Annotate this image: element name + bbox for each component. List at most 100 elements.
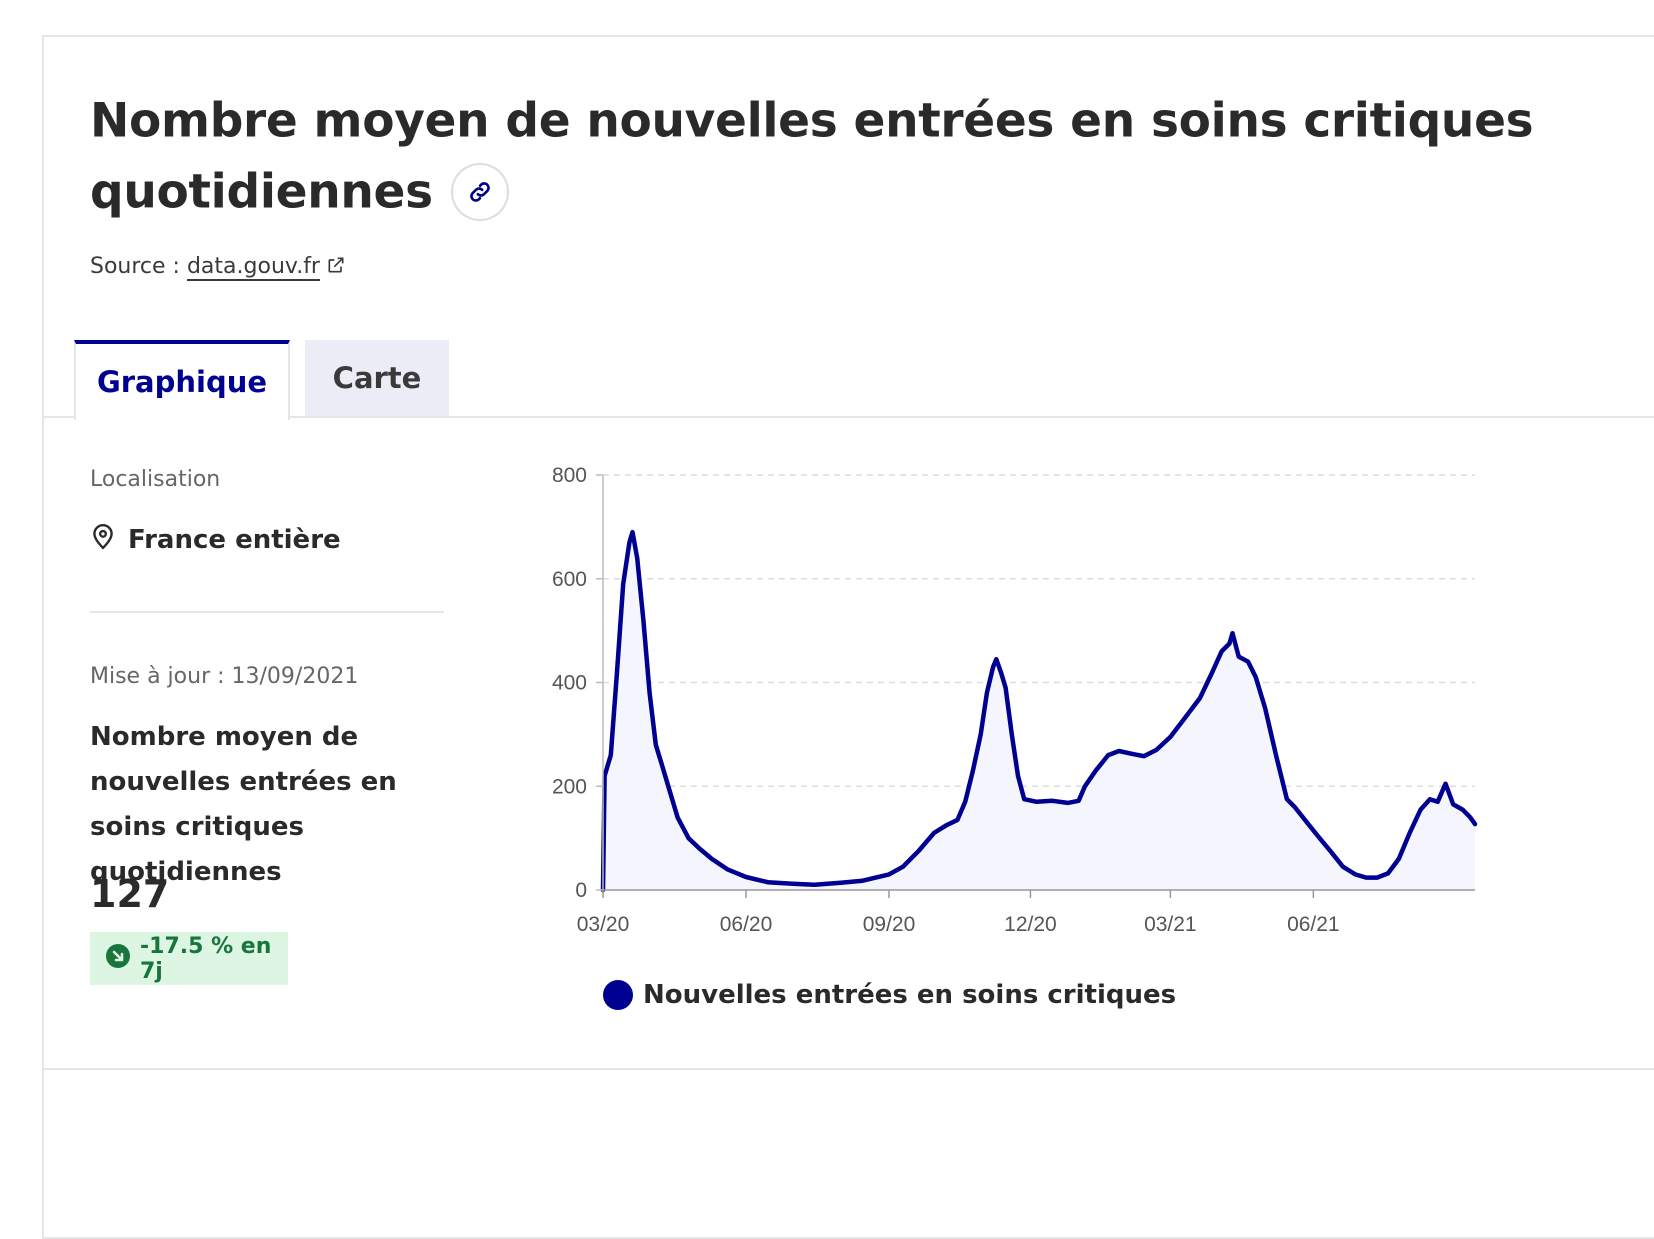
- kpi-value: 127: [90, 872, 170, 916]
- data-point: [641, 618, 645, 622]
- x-tick-label: 06/20: [720, 913, 773, 936]
- data-point: [1182, 717, 1186, 721]
- data-point: [1443, 782, 1447, 786]
- data-point: [603, 774, 607, 778]
- data-point: [627, 540, 631, 544]
- data-point: [631, 530, 635, 534]
- y-tick-label: 200: [552, 775, 587, 798]
- data-point: [1168, 735, 1172, 739]
- grid-layer: [603, 474, 1475, 787]
- data-point: [1451, 802, 1455, 806]
- kpi-label: Nombre moyen de nouvelles entrées en soi…: [90, 722, 397, 887]
- legend-label: Nouvelles entrées en soins critiques: [643, 980, 1177, 1010]
- data-point: [1154, 748, 1158, 752]
- source-line: Source : data.gouv.fr: [90, 254, 346, 281]
- line-chart: 0 200 400 600 800 03/20 06/20 09/20 12/20 03/21 06…: [552, 464, 1478, 936]
- data-point: [1263, 706, 1267, 710]
- y-tick-label: 0: [575, 879, 587, 902]
- series-line: [600, 529, 1478, 893]
- location-value: France entière: [128, 524, 341, 555]
- data-point: [686, 836, 690, 840]
- data-point: [1106, 753, 1110, 757]
- data-point: [1035, 800, 1039, 804]
- data-point: [1083, 784, 1087, 788]
- y-tick-label: 600: [552, 568, 587, 591]
- data-point: [615, 670, 619, 674]
- data-point: [1022, 797, 1026, 801]
- data-point: [1210, 670, 1214, 674]
- tab-divider: [42, 416, 1654, 418]
- copy-link-button[interactable]: [450, 163, 509, 221]
- external-link-icon: [326, 255, 346, 281]
- data-point: [1293, 805, 1297, 809]
- data-point: [1117, 749, 1121, 753]
- data-point: [963, 800, 967, 804]
- data-point: [1408, 831, 1412, 835]
- tab-graphique[interactable]: Graphique: [74, 340, 290, 420]
- data-point: [1468, 815, 1472, 819]
- data-point: [1364, 876, 1368, 880]
- area-layer: [600, 529, 1478, 893]
- data-point: [1010, 732, 1014, 736]
- data-point: [1142, 754, 1146, 758]
- data-point: [1050, 799, 1054, 803]
- data-point: [1375, 876, 1379, 880]
- data-point: [994, 657, 998, 661]
- data-point: [1428, 797, 1432, 801]
- data-point: [1231, 631, 1235, 635]
- data-point: [887, 872, 891, 876]
- page-title: Nombre moyen de nouvelles entrées en soi…: [90, 85, 1570, 226]
- update-date: Mise à jour : 13/09/2021: [90, 664, 359, 689]
- data-point: [1077, 799, 1081, 803]
- data-point: [1318, 836, 1322, 840]
- trend-text: -17.5 % en 7j: [140, 933, 272, 984]
- data-point: [1227, 642, 1231, 646]
- data-point: [725, 867, 729, 871]
- location-selector[interactable]: France entière: [90, 522, 341, 557]
- data-point: [1436, 800, 1440, 804]
- source-link[interactable]: data.gouv.fr: [187, 254, 346, 279]
- map-pin-icon: [90, 522, 128, 557]
- data-point: [1473, 822, 1477, 826]
- data-point: [1094, 769, 1098, 773]
- data-point: [1305, 821, 1309, 825]
- data-point: [676, 815, 680, 819]
- data-point: [710, 857, 714, 861]
- source-link-text: data.gouv.fr: [186, 254, 320, 279]
- data-point: [1328, 849, 1332, 853]
- x-tick-label: 12/20: [1004, 913, 1057, 936]
- x-tick-label: 03/21: [1144, 913, 1197, 936]
- data-point: [971, 769, 975, 773]
- data-point: [1004, 686, 1008, 690]
- data-point: [791, 882, 795, 886]
- data-point: [1237, 655, 1241, 659]
- card-bottom-divider: [42, 1068, 1654, 1070]
- x-tick-label: 09/20: [863, 913, 916, 936]
- data-point: [901, 865, 905, 869]
- data-point: [861, 879, 865, 883]
- data-point: [1220, 649, 1224, 653]
- data-point: [1397, 857, 1401, 861]
- axis-layer: [596, 474, 1475, 898]
- series-area: [603, 532, 1475, 890]
- tab-carte[interactable]: Carte: [305, 340, 449, 416]
- data-point: [744, 875, 748, 879]
- location-label: Localisation: [90, 467, 221, 492]
- data-point: [945, 823, 949, 827]
- data-point: [609, 753, 613, 757]
- tick-layer: 0 200 400 600 800 03/20 06/20 09/20 12/20 03/21 06…: [552, 464, 1340, 936]
- data-point: [985, 691, 989, 695]
- data-point: [621, 582, 625, 586]
- x-tick-label: 06/21: [1287, 913, 1340, 936]
- data-point: [812, 883, 816, 887]
- y-tick-label: 800: [552, 464, 587, 487]
- data-point: [1254, 675, 1258, 679]
- data-point: [999, 670, 1003, 674]
- data-point: [654, 743, 658, 747]
- data-point: [648, 691, 652, 695]
- data-point: [839, 881, 843, 885]
- source-label: Source :: [90, 254, 187, 279]
- x-tick-label: 03/20: [577, 913, 630, 936]
- data-point: [766, 880, 770, 884]
- trend-badge: -17.5 % en 7j: [90, 932, 288, 985]
